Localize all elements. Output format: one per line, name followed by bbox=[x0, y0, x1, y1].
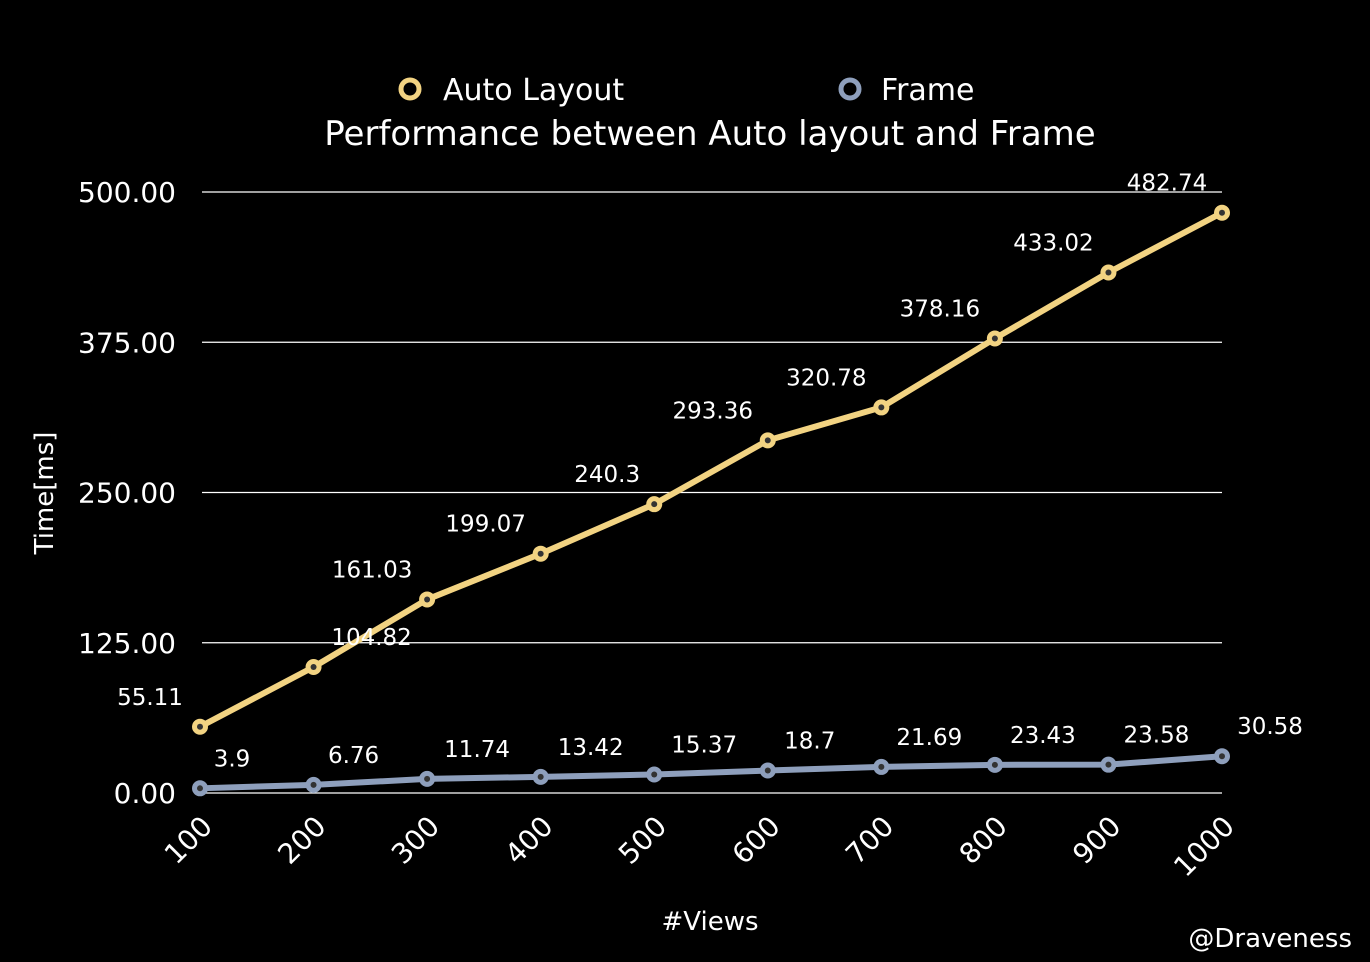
legend-label: Auto Layout bbox=[443, 73, 624, 108]
data-label: 3.9 bbox=[214, 746, 251, 772]
data-point-center bbox=[1105, 269, 1112, 276]
data-label: 6.76 bbox=[328, 743, 379, 769]
x-tick-label: 900 bbox=[1066, 810, 1127, 871]
data-point-center bbox=[310, 781, 317, 788]
data-label: 199.07 bbox=[445, 512, 525, 538]
data-point-center bbox=[991, 761, 998, 768]
series-line bbox=[198, 210, 1224, 730]
legend: Auto Layout Frame bbox=[398, 73, 974, 108]
data-label: 21.69 bbox=[896, 725, 962, 751]
data-point-center bbox=[1219, 209, 1225, 216]
y-tick-label: 0.00 bbox=[114, 777, 176, 810]
data-label: 13.42 bbox=[558, 735, 624, 761]
chart-title: Performance between Auto layout and Fram… bbox=[324, 114, 1095, 154]
credit-watermark: @Draveness bbox=[1188, 924, 1352, 954]
data-label: 433.02 bbox=[1013, 231, 1093, 257]
x-tick-label: 500 bbox=[612, 810, 673, 871]
data-point-center bbox=[651, 501, 658, 508]
y-tick-label: 500.00 bbox=[78, 176, 176, 209]
legend-item: Frame bbox=[838, 73, 974, 108]
data-label: 55.11 bbox=[117, 685, 183, 711]
data-label: 378.16 bbox=[900, 296, 980, 322]
y-axis-ticks: 0.00 125.00 250.00 375.00 500.00 bbox=[78, 176, 176, 810]
x-tick-label: 700 bbox=[839, 810, 900, 871]
x-tick-label: 800 bbox=[953, 810, 1014, 871]
data-point-center bbox=[651, 771, 658, 778]
data-point-center bbox=[197, 723, 203, 730]
x-tick-label: 400 bbox=[498, 810, 559, 871]
legend-item: Auto Layout bbox=[398, 73, 624, 108]
data-point-center bbox=[1105, 761, 1112, 768]
x-tick-label: 200 bbox=[271, 810, 332, 871]
data-label: 15.37 bbox=[671, 733, 737, 759]
y-tick-label: 250.00 bbox=[78, 477, 176, 510]
series-auto-layout: 55.11 104.82 161.03 199.07 240.3 293.36 320.78… bbox=[117, 171, 1230, 735]
series-frame: 3.9 6.76 11.74 13.42 15.37 18.7 21.69 23.43 23.5… bbox=[192, 714, 1303, 797]
data-label: 161.03 bbox=[332, 557, 412, 583]
data-label: 23.43 bbox=[1010, 723, 1076, 749]
x-tick-label: 100 bbox=[158, 810, 219, 871]
data-point-center bbox=[537, 773, 544, 780]
y-axis-label: Time[ms] bbox=[30, 432, 60, 556]
data-point-center bbox=[878, 404, 885, 411]
x-tick-label: 1000 bbox=[1167, 810, 1241, 884]
data-label: 293.36 bbox=[673, 398, 753, 424]
data-point-center bbox=[991, 335, 998, 342]
data-point-center bbox=[310, 664, 317, 671]
series-line bbox=[199, 753, 1223, 792]
x-axis-ticks: 100 200 300 400 500 600 700 800 900 1000 bbox=[158, 810, 1241, 884]
data-label: 320.78 bbox=[786, 365, 866, 391]
legend-marker bbox=[398, 77, 422, 101]
data-label: 482.74 bbox=[1127, 171, 1207, 197]
y-tick-label: 375.00 bbox=[78, 326, 176, 359]
grid-lines bbox=[202, 191, 1222, 794]
data-point-center bbox=[764, 437, 771, 444]
legend-marker bbox=[838, 77, 862, 101]
data-label: 23.58 bbox=[1124, 723, 1190, 749]
y-tick-label: 125.00 bbox=[78, 627, 176, 660]
data-point-center bbox=[1219, 753, 1225, 760]
data-point-center bbox=[197, 785, 203, 792]
data-label: 104.82 bbox=[331, 625, 411, 651]
data-point-center bbox=[764, 767, 771, 774]
data-label: 18.7 bbox=[784, 729, 835, 755]
data-point-center bbox=[424, 775, 431, 782]
x-tick-label: 300 bbox=[385, 810, 446, 871]
series-layer: 55.11 104.82 161.03 199.07 240.3 293.36 320.78… bbox=[117, 171, 1303, 797]
x-axis-label: #Views bbox=[661, 907, 758, 937]
legend-label: Frame bbox=[881, 73, 974, 108]
data-point-center bbox=[878, 763, 885, 770]
x-tick-label: 600 bbox=[726, 810, 787, 871]
data-point-center bbox=[424, 596, 431, 603]
data-label: 240.3 bbox=[574, 462, 640, 488]
data-label: 30.58 bbox=[1237, 714, 1303, 740]
data-label: 11.74 bbox=[444, 737, 510, 763]
data-point-center bbox=[537, 550, 544, 557]
